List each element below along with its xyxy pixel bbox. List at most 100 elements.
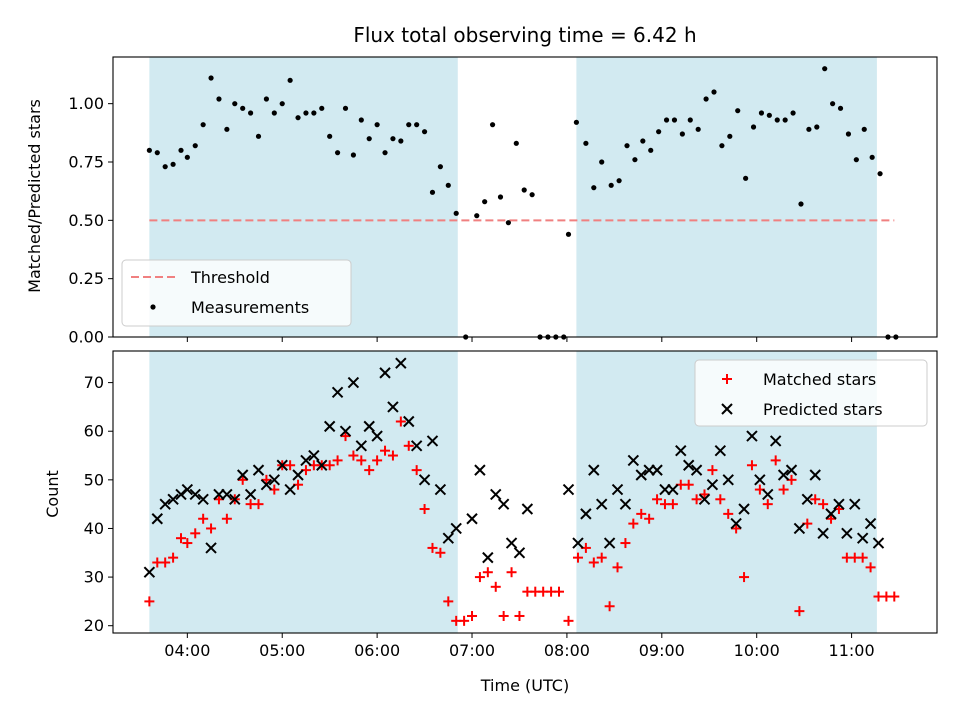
matched-star-point <box>667 499 678 510</box>
predicted-star-point <box>221 488 233 501</box>
measurement-point <box>719 143 725 149</box>
x-stroke-b <box>410 440 423 452</box>
legend-box <box>694 359 928 427</box>
measurement-point <box>398 138 404 144</box>
matched-star-point <box>403 440 414 451</box>
predicted-star-point <box>300 454 312 467</box>
measurement-point <box>311 110 317 116</box>
measurement-point <box>782 117 788 123</box>
predicted-star-point <box>497 498 510 510</box>
predicted-star-point <box>308 449 320 462</box>
matched-star-point <box>572 552 583 563</box>
bottom-legend: Matched stars Predicted stars <box>694 359 928 427</box>
matched-star-point <box>490 581 501 592</box>
matched-star-point <box>221 513 232 524</box>
x-tick-label: 04:00 <box>164 641 210 660</box>
x-stroke-b <box>244 488 257 501</box>
matched-star-point <box>237 474 248 485</box>
predicted-star-point <box>864 517 877 530</box>
x-stroke-b <box>175 488 187 501</box>
measurement-point <box>513 140 519 146</box>
x-stroke-b <box>651 464 663 476</box>
predicted-star-point <box>572 537 584 549</box>
predicted-star-point <box>675 444 687 457</box>
predicted-star-point <box>505 537 518 549</box>
x-stroke-b <box>825 508 837 520</box>
measurement-point <box>632 157 638 163</box>
measurement-point <box>616 178 622 184</box>
predicted-star-point <box>143 566 156 578</box>
matched-star-point <box>865 562 876 573</box>
measurement-point <box>240 105 246 111</box>
x-stroke-b <box>667 483 679 496</box>
matched-star-point <box>285 460 296 471</box>
measurement-point <box>877 171 883 177</box>
predicted-star-point <box>268 474 281 486</box>
legend-matched-label: Matched stars <box>763 370 876 389</box>
matched-star-point <box>620 538 631 549</box>
matched-star-point <box>636 508 647 519</box>
x-stroke-b <box>221 488 233 501</box>
predicted-star-point <box>754 474 766 486</box>
predicted-star-point <box>521 503 534 515</box>
x-stroke-b <box>482 551 494 564</box>
matched-star-point <box>810 494 821 505</box>
x-stroke-b <box>595 498 608 510</box>
predicted-star-point <box>872 537 885 549</box>
bottom-y-axis-label: Count <box>43 470 62 518</box>
x-stroke-b <box>284 483 296 496</box>
matched-star-point <box>596 552 607 563</box>
legend-predicted-label: Predicted stars <box>763 400 883 419</box>
measurement-point <box>382 150 388 156</box>
predicted-star-point <box>482 551 494 564</box>
measurement-point <box>429 189 436 195</box>
measurement-point <box>421 129 428 135</box>
x-tick-label: 10:00 <box>734 641 780 660</box>
matched-star-point <box>332 455 343 466</box>
measurement-point <box>869 154 875 160</box>
x-stroke-b <box>682 459 695 471</box>
measurement-point <box>798 201 804 207</box>
top-panel: 0.00 0.25 0.50 0.75 1.00 Threshold Measurement… <box>68 56 938 347</box>
x-stroke-b <box>675 444 687 457</box>
y-tick-label: 50 <box>84 470 104 489</box>
predicted-star-point <box>363 420 375 433</box>
matched-star-point <box>652 494 663 505</box>
predicted-star-point <box>841 527 853 540</box>
matched-star-point <box>644 513 655 524</box>
x-stroke-b <box>505 537 518 549</box>
x-stroke-b <box>841 527 853 540</box>
predicted-star-point <box>635 469 647 481</box>
measurement-point <box>591 185 597 191</box>
measurement-point <box>279 101 285 107</box>
predicted-star-point <box>276 459 288 471</box>
matched-star-point <box>168 552 179 563</box>
matched-star-point <box>427 542 438 553</box>
axes-frame <box>112 56 938 338</box>
x-stroke-b <box>426 435 439 447</box>
x-stroke-b <box>403 415 415 428</box>
measurement-point <box>656 129 662 135</box>
predicted-star-point <box>229 493 241 506</box>
matched-star-point <box>506 567 517 578</box>
x-stroke-b <box>229 493 241 506</box>
predicted-star-point <box>777 469 790 481</box>
matched-star-point <box>144 596 155 607</box>
predicted-star-point <box>762 488 774 501</box>
measurement-point <box>814 124 820 130</box>
measurement-point <box>474 213 480 219</box>
x-stroke-b <box>395 357 407 369</box>
predicted-star-point <box>197 493 209 506</box>
measurement-point <box>711 89 717 95</box>
predicted-star-point <box>379 367 391 379</box>
predicted-star-point <box>849 498 861 510</box>
matched-star-point <box>482 567 493 578</box>
x-stroke-b <box>355 440 368 452</box>
x-stroke-b <box>864 517 877 530</box>
x-stroke-b <box>167 493 179 506</box>
x-stroke-b <box>588 464 600 476</box>
x-stroke-b <box>308 449 320 462</box>
y-tick-label: 60 <box>84 422 104 441</box>
x-stroke-b <box>785 464 798 476</box>
measurement-point <box>521 187 527 193</box>
